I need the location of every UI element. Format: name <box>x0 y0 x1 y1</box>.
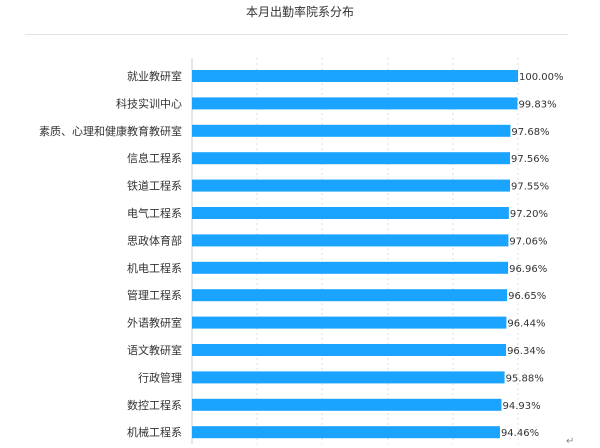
value-label: 99.83% <box>518 99 556 110</box>
value-label: 94.93% <box>502 401 540 412</box>
bar <box>192 344 507 356</box>
bar <box>192 371 505 384</box>
value-label: 96.34% <box>507 346 545 357</box>
category-label: 思政体育部 <box>127 233 182 247</box>
bar <box>192 398 502 411</box>
value-label: 96.96% <box>509 264 547 275</box>
paragraph-return-mark: ↵ <box>566 436 575 447</box>
category-label: 科技实训中心 <box>116 96 182 110</box>
value-label: 97.20% <box>510 209 548 220</box>
bar <box>192 179 511 192</box>
category-label: 行政管理 <box>138 370 182 384</box>
value-label: 97.68% <box>511 127 549 138</box>
value-label: 97.56% <box>511 154 549 165</box>
value-label: 96.65% <box>508 291 546 302</box>
category-label: 就业教研室 <box>127 69 182 83</box>
bar <box>192 234 509 247</box>
bar <box>192 97 518 110</box>
chart-title: 本月出勤率院系分布 <box>245 5 354 19</box>
bar <box>192 261 509 274</box>
bar <box>192 207 509 219</box>
bar <box>192 316 507 329</box>
category-label: 管理工程系 <box>127 288 182 302</box>
value-label: 95.88% <box>506 373 544 384</box>
bar <box>192 426 500 439</box>
value-label: 94.46% <box>501 428 539 439</box>
title-divider <box>25 34 568 35</box>
category-label: 语文教研室 <box>127 343 182 357</box>
value-label: 100.00% <box>519 72 564 83</box>
value-label: 97.06% <box>509 236 547 247</box>
bar <box>192 152 511 165</box>
bar <box>192 124 511 137</box>
category-label: 数控工程系 <box>127 398 182 412</box>
bar <box>192 70 518 82</box>
value-label: 96.44% <box>507 319 545 330</box>
bar <box>192 289 508 302</box>
category-label: 信息工程系 <box>127 151 182 165</box>
category-label: 外语教研室 <box>127 316 182 330</box>
category-label: 素质、心理和健康教育教研室 <box>39 124 182 138</box>
category-label: 铁道工程系 <box>127 179 182 193</box>
category-label: 电气工程系 <box>127 206 182 220</box>
value-label: 97.55% <box>511 182 549 193</box>
category-label: 机电工程系 <box>127 261 182 275</box>
category-label: 机械工程系 <box>127 425 182 439</box>
